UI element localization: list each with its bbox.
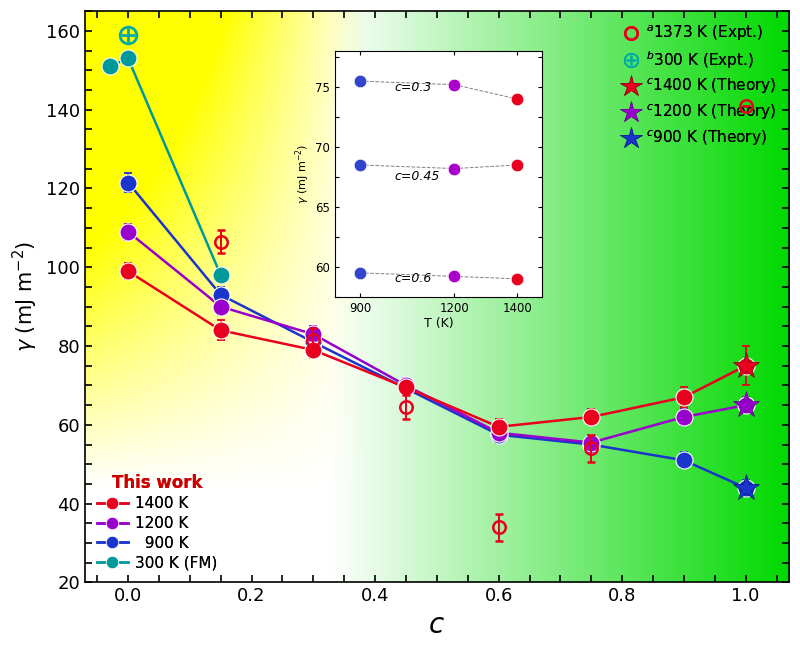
Point (678, 392, 690, 402)
Point (307, 344, 320, 355)
Point (122, 53, 134, 64)
Point (214, 270, 227, 280)
Point (399, 380, 412, 391)
Point (739, 400, 752, 410)
Point (585, 411, 598, 422)
Point (399, 382, 412, 393)
X-axis label: $c$: $c$ (429, 611, 446, 639)
Point (122, 266, 134, 276)
Legend: 1400 K, 1200 K,   900 K, 300 K (FM): 1400 K, 1200 K, 900 K, 300 K (FM) (93, 469, 222, 575)
Point (678, 411, 690, 422)
Point (307, 337, 320, 347)
Point (214, 325, 227, 335)
Point (585, 439, 598, 450)
Point (739, 483, 752, 493)
Point (103, 61, 116, 72)
Point (214, 290, 227, 300)
Point (122, 227, 134, 237)
Point (492, 428, 505, 438)
Point (678, 455, 690, 465)
Point (739, 361, 752, 371)
Point (214, 302, 227, 312)
Point (122, 177, 134, 188)
Point (307, 329, 320, 339)
Point (585, 437, 598, 448)
Y-axis label: $\gamma$ (mJ m$^{-2}$): $\gamma$ (mJ m$^{-2}$) (11, 241, 40, 352)
Point (492, 430, 505, 440)
Point (492, 422, 505, 432)
